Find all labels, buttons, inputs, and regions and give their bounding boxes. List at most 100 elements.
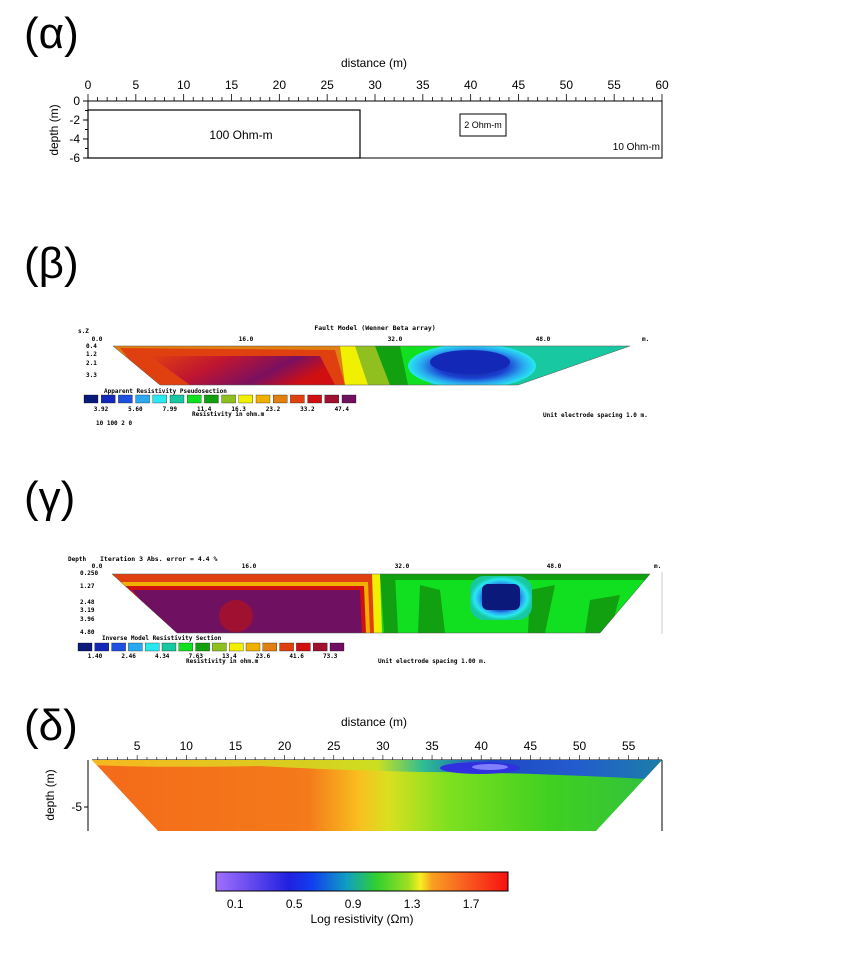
delta-resistivity-image [92, 760, 662, 831]
delta-y-tick-label: -5 [71, 800, 82, 814]
gamma-legend-swatch [161, 642, 177, 652]
beta-legend-value: 11.4 [197, 406, 212, 413]
block-2-ohm-label: 2 Ohm-m [464, 120, 502, 130]
alpha-ylabel: depth (m) [47, 104, 61, 155]
beta-footer: 10 100 2 0 [96, 420, 133, 427]
gamma-legend-swatch [77, 642, 93, 652]
gamma-legend-swatch [111, 642, 126, 652]
alpha-x-tick-label: 20 [273, 78, 287, 92]
colorbar-tick-label: 0.5 [286, 897, 303, 911]
beta-legend-swatch [152, 394, 167, 404]
beta-legend-swatch [204, 394, 219, 404]
alpha-y-axis: 0 -2 -4 -6 [69, 94, 88, 165]
beta-legend-swatch [83, 394, 99, 404]
beta-legend-swatch [238, 394, 253, 404]
block-100-ohm [87, 109, 361, 159]
colorbar-tick-label: 1.7 [463, 897, 480, 911]
beta-legend-swatch [135, 394, 150, 404]
beta-depth-axis: 0.41.2 2.1 3.3 [86, 343, 97, 379]
beta-legend-swatch [341, 394, 357, 404]
alpha-x-tick-label: 60 [655, 78, 669, 92]
gamma-depth-label: 1.27 [80, 583, 95, 590]
gamma-color-legend [77, 642, 345, 652]
gamma-legend-value: 4.34 [155, 653, 170, 660]
delta-ylabel: depth (m) [43, 769, 57, 820]
beta-legend-swatch [290, 394, 305, 404]
gamma-depth-label: 3.19 [80, 607, 95, 614]
gamma-x-tick-label: 16.0 [242, 563, 257, 570]
beta-legend-swatch [118, 394, 133, 404]
beta-legend-swatch [324, 394, 339, 404]
gamma-legend-swatch [195, 642, 210, 652]
beta-depth-label: 3.3 [86, 372, 97, 379]
alpha-x-tick-label: 50 [560, 78, 574, 92]
gamma-legend-swatch [262, 642, 277, 652]
beta-legend-value: 23.2 [266, 406, 281, 413]
alpha-x-tick-label: 5 [132, 78, 139, 92]
delta-x-tick-label: 30 [376, 739, 390, 753]
gamma-legend-unit: Resistivity in ohm.m [186, 658, 259, 665]
alpha-x-tick-label: 15 [225, 78, 239, 92]
beta-outline [112, 345, 631, 386]
gamma-legend-value: 7.63 [189, 653, 204, 660]
gamma-legend-swatch [229, 642, 244, 652]
colorbar [215, 871, 509, 892]
gamma-legend-value: 2.46 [121, 653, 136, 660]
delta-x-tick-label: 5 [134, 739, 141, 753]
beta-depth-label: 1.2 [86, 351, 97, 358]
alpha-xlabel: distance (m) [341, 56, 407, 70]
gamma-legend-value: 41.6 [289, 653, 304, 660]
gamma-depth-axis: 0.250 1.27 2.483.19 3.96 4.80 [80, 570, 98, 636]
beta-x-tick-label: 48.0 [536, 336, 551, 343]
panel-label-c: (γ) [24, 473, 76, 522]
beta-x-tick-label: 32.0 [388, 336, 403, 343]
block-2-ohm [459, 113, 507, 137]
gamma-x-axis: 0.0 16.0 32.0 48.0 [92, 563, 562, 570]
beta-title: Fault Model (Wenner Beta array) [314, 324, 435, 332]
colorbar-tick-label: 0.1 [227, 897, 244, 911]
gamma-corner: Depth [68, 556, 86, 563]
gamma-legend-value: 1.40 [88, 653, 103, 660]
gamma-title: Iteration 3 Abs. error = 4.4 % [100, 555, 217, 563]
gamma-x-tick-label: 48.0 [547, 563, 562, 570]
beta-legend-title: Apparent Resistivity Pseudosection [104, 388, 227, 395]
gamma-depth-label: 3.96 [80, 616, 95, 623]
beta-x-tick-label: 0.0 [92, 336, 103, 343]
delta-xlabel: distance (m) [341, 715, 407, 729]
colorbar-tick-label: 0.9 [345, 897, 362, 911]
gamma-xunit: m. [654, 563, 661, 570]
beta-depth-label: 0.4 [86, 343, 97, 350]
gamma-legend-swatch [178, 642, 193, 652]
gamma-legend-swatch [245, 642, 261, 652]
gamma-outline [111, 573, 651, 634]
gamma-legend-values: 1.40 2.46 4.34 7.63 13.4 23.6 41.6 73.3 [88, 653, 338, 660]
alpha-x-tick-label: 40 [464, 78, 478, 92]
gamma-x-tick-label: 0.0 [92, 563, 103, 570]
beta-x-axis: 0.0 16.0 32.0 48.0 [92, 336, 551, 343]
panel-label-d: (δ) [24, 701, 78, 750]
gamma-legend-swatch [212, 642, 227, 652]
delta-x-tick-label: 25 [327, 739, 341, 753]
delta-x-tick-label: 40 [475, 739, 489, 753]
beta-xunit: m. [642, 336, 649, 343]
gamma-legend-value: 23.6 [256, 653, 271, 660]
gamma-legend-title: Inverse Model Resistivity Section [102, 635, 222, 642]
alpha-x-tick-label: 10 [177, 78, 191, 92]
beta-legend-unit: Resistivity in ohm.m [192, 411, 265, 418]
delta-x-tick-label: 15 [229, 739, 243, 753]
block-100-ohm-label: 100 Ohm-m [209, 128, 272, 142]
delta-x-tick-label: 10 [180, 739, 194, 753]
gamma-legend-value: 13.4 [222, 653, 237, 660]
inverse-model-panel: Depth Iteration 3 Abs. error = 4.4 % 0.0… [68, 555, 663, 665]
gamma-legend-swatch [279, 642, 294, 652]
beta-legend-swatch [255, 394, 271, 404]
beta-legend-value: 33.2 [300, 406, 315, 413]
beta-depth-label: 2.1 [86, 360, 97, 367]
beta-legend-swatch [221, 394, 236, 404]
beta-legend-swatch [169, 394, 185, 404]
delta-y-axis: -5 [71, 800, 88, 814]
delta-x-tick-label: 55 [622, 739, 636, 753]
beta-legend-value: 5.60 [128, 406, 143, 413]
panel-label-a: (α) [24, 9, 79, 58]
gamma-depth-label: 2.48 [80, 599, 95, 606]
